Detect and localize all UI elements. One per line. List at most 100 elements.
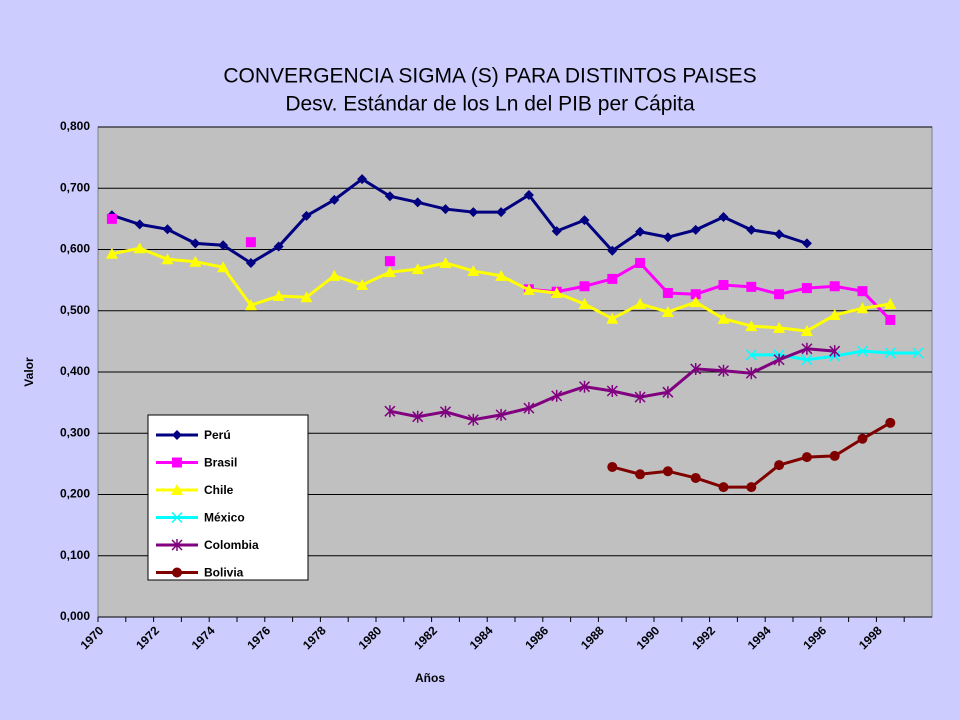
marker [439, 405, 452, 418]
marker [272, 290, 285, 302]
legend-label: Bolivia [204, 566, 244, 580]
marker [717, 364, 730, 377]
marker [523, 189, 534, 200]
marker [439, 256, 452, 268]
marker [411, 263, 424, 275]
marker [718, 482, 729, 493]
x-tick-label: 1994 [745, 623, 774, 652]
marker [828, 309, 841, 321]
marker [172, 430, 182, 440]
marker [522, 283, 535, 295]
marker [690, 289, 701, 300]
marker [662, 287, 673, 298]
marker [773, 321, 786, 333]
marker [745, 349, 757, 361]
marker [244, 299, 257, 311]
marker [171, 511, 183, 524]
y-tick-label: 0,400 [60, 364, 90, 378]
marker [578, 298, 591, 310]
x-tick-label: 1984 [467, 623, 496, 652]
marker [300, 291, 313, 303]
marker [718, 212, 729, 223]
marker [218, 240, 229, 251]
marker [105, 247, 118, 259]
marker [551, 226, 562, 237]
marker [717, 312, 730, 324]
marker [134, 219, 145, 230]
y-tick-label: 0,600 [60, 242, 90, 256]
marker [495, 408, 507, 421]
marker [440, 204, 451, 215]
marker [384, 191, 395, 202]
x-tick-label: 1980 [356, 623, 385, 652]
legend-label: Chile [204, 483, 234, 497]
marker [661, 305, 674, 317]
y-axis-label: Valor [22, 357, 36, 387]
marker [635, 257, 646, 268]
marker [273, 241, 284, 252]
marker [606, 312, 619, 324]
marker [801, 283, 812, 294]
marker [800, 324, 813, 336]
x-tick-label: 1972 [133, 623, 162, 652]
marker [885, 417, 896, 428]
y-tick-label: 0,800 [60, 119, 90, 133]
x-axis-label: Años [415, 671, 445, 685]
marker [468, 207, 479, 218]
marker [690, 362, 702, 375]
series-line [111, 177, 808, 265]
marker [690, 224, 701, 235]
marker [496, 207, 507, 218]
marker [161, 253, 174, 265]
marker [384, 405, 396, 418]
marker [190, 238, 201, 249]
marker [301, 210, 312, 221]
x-tick-label: 1996 [800, 623, 829, 652]
marker [357, 174, 368, 185]
marker [171, 484, 183, 495]
marker [172, 567, 182, 578]
marker [662, 466, 673, 477]
marker [662, 386, 674, 399]
marker [662, 232, 673, 243]
marker [328, 269, 341, 281]
x-tick-label: 1992 [689, 623, 718, 652]
marker [746, 482, 757, 493]
marker [217, 261, 230, 273]
x-tick-label: 1990 [634, 623, 663, 652]
marker [884, 347, 896, 359]
marker [774, 289, 785, 300]
marker [412, 197, 423, 208]
marker [884, 298, 897, 310]
marker [746, 224, 757, 235]
marker [550, 286, 563, 298]
marker [172, 457, 182, 468]
legend-label: México [204, 511, 245, 525]
marker [773, 353, 785, 366]
marker [384, 256, 395, 267]
marker [171, 539, 183, 551]
marker [523, 402, 535, 415]
marker [607, 245, 618, 256]
legend-label: Perú [204, 428, 231, 442]
marker [551, 389, 563, 402]
marker [607, 461, 618, 472]
y-tick-label: 0,700 [60, 180, 90, 194]
marker [329, 194, 340, 205]
marker [634, 298, 647, 310]
marker [690, 472, 701, 483]
marker [856, 302, 869, 314]
marker [801, 452, 812, 463]
marker [801, 238, 812, 249]
marker [412, 410, 424, 423]
marker [467, 264, 480, 276]
marker [745, 320, 758, 332]
marker [801, 354, 813, 366]
x-tick-label: 1982 [411, 623, 440, 652]
marker [245, 237, 256, 248]
chart-subtitle: Desv. Estándar de los Ln del PIB per Cáp… [285, 93, 695, 116]
legend-label: Colombia [204, 538, 259, 552]
marker [162, 224, 173, 235]
marker [578, 380, 591, 393]
